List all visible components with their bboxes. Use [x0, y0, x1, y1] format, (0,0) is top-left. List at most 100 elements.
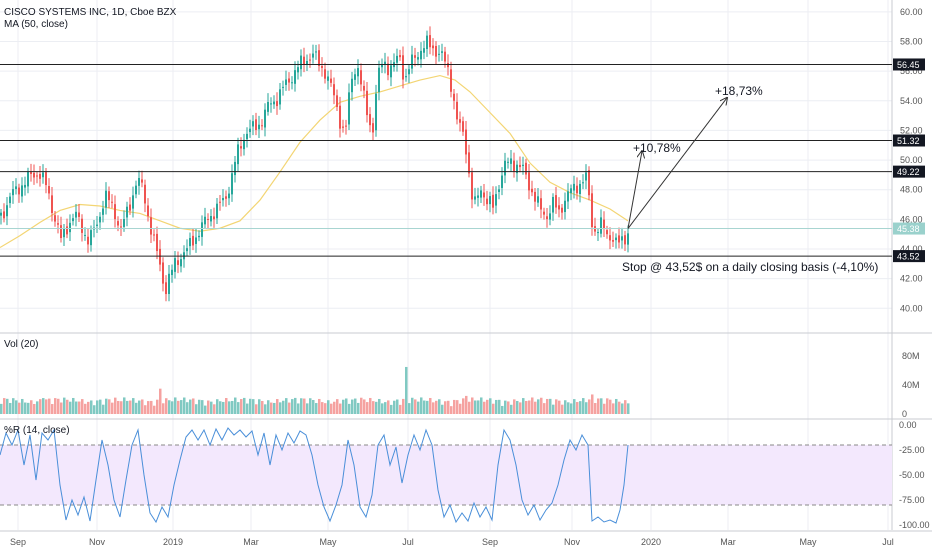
volume-bar — [498, 399, 501, 414]
volume-bar — [117, 400, 120, 414]
candle-body — [276, 101, 278, 107]
volume-bar — [225, 398, 228, 414]
candle-body — [198, 235, 200, 238]
candle-body — [516, 164, 518, 174]
candle-body — [63, 228, 65, 238]
volume-bar — [492, 403, 495, 414]
time-tick-label: 2020 — [641, 537, 661, 547]
candle-body — [69, 222, 71, 233]
volume-bar — [198, 399, 201, 414]
candle-body — [171, 269, 173, 276]
candle-body — [429, 35, 431, 48]
price-tick-label: 54.00 — [900, 96, 923, 106]
volume-bar — [273, 402, 276, 414]
candle-body — [534, 191, 536, 202]
volume-bar — [60, 402, 63, 414]
candle-body — [3, 211, 5, 219]
candle-body — [411, 54, 413, 69]
volume-bar — [468, 401, 471, 414]
candle-body — [612, 240, 614, 242]
volume-bar — [294, 397, 297, 414]
volume-bar — [357, 402, 360, 414]
candle-body — [426, 35, 428, 49]
time-tick-label: Jul — [882, 537, 894, 547]
candle-body — [189, 238, 191, 247]
volume-bar — [204, 405, 207, 414]
volume-bar — [165, 398, 168, 414]
volume-bar — [405, 366, 408, 414]
volume-bar — [9, 402, 12, 414]
candle-body — [15, 186, 17, 189]
candle-body — [348, 92, 350, 125]
candle-body — [297, 67, 299, 73]
candle-body — [396, 55, 398, 63]
volume-bar — [252, 399, 255, 414]
candle-body — [384, 61, 386, 65]
price-tick-label: 44.00 — [900, 244, 923, 254]
target-2-label: +18,73% — [715, 84, 763, 98]
volume-bar — [120, 401, 123, 414]
volume-bar — [474, 400, 477, 414]
candle-body — [441, 51, 443, 53]
candle-body — [621, 236, 623, 241]
target-arrow — [627, 98, 727, 229]
ma-indicator-label: MA (50, close) — [4, 19, 68, 30]
volume-bar — [453, 399, 456, 414]
wr-line — [0, 427, 629, 524]
candle-body — [210, 216, 212, 222]
volume-bar — [552, 404, 555, 414]
candle-body — [315, 51, 317, 53]
volume-bar — [450, 406, 453, 414]
level-badge-label: 49.22 — [897, 167, 920, 177]
volume-tick-label: 40M — [902, 380, 920, 390]
volume-bar — [597, 398, 600, 414]
volume-bar — [579, 401, 582, 414]
candle-body — [222, 198, 224, 201]
volume-bar — [531, 397, 534, 414]
candle-body — [66, 226, 68, 235]
volume-bar — [390, 404, 393, 414]
volume-bar — [285, 398, 288, 414]
candle-body — [579, 183, 581, 195]
candle-body — [324, 69, 326, 79]
candle-body — [375, 93, 377, 131]
volume-bar — [402, 398, 405, 414]
volume-bar — [114, 397, 117, 414]
volume-bar — [432, 402, 435, 414]
volume-bar — [171, 401, 174, 414]
volume-bar — [63, 397, 66, 414]
candle-body — [360, 70, 362, 85]
volume-bar — [207, 400, 210, 414]
candle-body — [45, 172, 47, 186]
volume-bar — [537, 399, 540, 414]
candle-body — [477, 195, 479, 198]
candle-body — [438, 53, 440, 55]
target-1-label: +10,78% — [633, 141, 681, 155]
volume-bar — [609, 399, 612, 414]
candle-body — [465, 129, 467, 155]
candle-body — [504, 160, 506, 176]
volume-bar — [159, 388, 162, 414]
candle-body — [216, 203, 218, 219]
candle-body — [537, 196, 539, 203]
volume-bar — [51, 404, 54, 414]
candle-body — [240, 146, 242, 149]
candle-body — [351, 78, 353, 93]
volume-bar — [624, 400, 627, 414]
volume-bar — [249, 398, 252, 414]
candle-body — [555, 195, 557, 208]
candle-body — [522, 164, 524, 166]
level-badge-label: 51.32 — [897, 136, 920, 146]
candle-body — [420, 50, 422, 60]
candle-body — [60, 225, 62, 239]
volume-bar — [99, 399, 102, 414]
volume-bar — [387, 400, 390, 414]
volume-bar — [90, 400, 93, 414]
candle-body — [417, 57, 419, 60]
candle-body — [549, 213, 551, 220]
volume-bar — [0, 403, 3, 414]
candle-body — [588, 170, 590, 196]
volume-bar — [279, 402, 282, 414]
wr-tick-label: -25.00 — [899, 445, 925, 455]
volume-bar — [567, 402, 570, 414]
